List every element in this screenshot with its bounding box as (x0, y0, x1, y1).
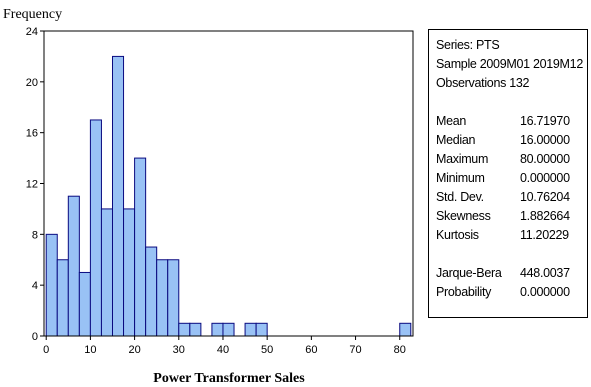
descriptive-statistics-box: Series: PTS Sample 2009M01 2019M12 Obser… (428, 29, 588, 318)
histogram-bar (189, 322, 202, 337)
y-tick-label: 12 (26, 179, 38, 191)
histogram-bar (145, 246, 158, 337)
stat-value: 11.20229 (520, 228, 569, 242)
histogram-bar (100, 208, 113, 337)
stat-label: Median (436, 133, 476, 147)
x-tick-label: 30 (173, 344, 185, 356)
stat-value: 16.71970 (520, 114, 570, 128)
stat-label: Jarque-Bera (436, 266, 502, 280)
histogram-bar (67, 195, 80, 337)
stat-label: Maximum (436, 152, 489, 166)
histogram-bar (211, 322, 224, 337)
histogram-chart: Frequency 0 4 8 12 16 20 24 0 10 20 30 40 50 60 70 80 P… (3, 7, 414, 386)
histogram-bar (134, 157, 147, 337)
stat-value: 0.000000 (520, 171, 570, 185)
x-tick-label: 0 (43, 344, 49, 356)
x-tick-label: 10 (84, 344, 96, 356)
y-tick-label: 4 (32, 280, 38, 292)
y-tick-label: 8 (32, 229, 38, 241)
histogram-bar (111, 55, 125, 337)
stat-value: 80.00000 (520, 152, 570, 166)
stat-value: 1.882664 (520, 209, 570, 223)
stat-row: Minimum 0.000000 (436, 169, 587, 188)
series-name: Series: PTS (436, 38, 500, 52)
stat-value: 448.0037 (520, 266, 570, 280)
stat-row: Probability 0.000000 (436, 283, 587, 302)
stat-label: Minimum (436, 171, 485, 185)
x-tick-label: 80 (394, 344, 406, 356)
stat-value: 10.76204 (520, 190, 570, 204)
stat-value: 0.000000 (520, 285, 570, 299)
x-tick-label: 20 (128, 344, 140, 356)
stat-row: Mean 16.71970 (436, 112, 587, 131)
y-tick-label: 24 (26, 26, 38, 38)
stat-row: Kurtosis 11.20229 (436, 226, 587, 245)
histogram-bar (255, 322, 268, 337)
stat-label: Kurtosis (436, 228, 479, 242)
histogram-bar (78, 271, 91, 337)
observations-count: Observations 132 (436, 76, 530, 90)
x-tick-label: 70 (349, 344, 361, 356)
histogram-bar (167, 259, 180, 337)
y-tick-label: 0 (32, 331, 38, 343)
sample-range: Sample 2009M01 2019M12 (436, 57, 583, 71)
histogram-bar (156, 259, 169, 337)
stat-row: Std. Dev. 10.76204 (436, 188, 587, 207)
y-tick-label: 20 (26, 77, 38, 89)
histogram-bar (56, 259, 69, 337)
histogram-bar (45, 233, 58, 337)
histogram-bar (399, 322, 412, 337)
stat-label: Std. Dev. (436, 190, 484, 204)
stat-label: Mean (436, 114, 467, 128)
axes: 0 4 8 12 16 20 24 0 10 20 30 40 50 60 70 80 (26, 26, 414, 356)
stat-row: Skewness 1.882664 (436, 207, 587, 226)
stat-row: Maximum 80.00000 (436, 150, 587, 169)
histogram-bars (45, 55, 412, 337)
histogram-bar (244, 322, 257, 337)
x-tick-label: 60 (305, 344, 317, 356)
x-axis-title: Power Transformer Sales (153, 371, 305, 386)
y-tick-label: 16 (26, 128, 38, 140)
x-tick-label: 50 (261, 344, 273, 356)
y-axis-title: Frequency (3, 7, 62, 22)
stat-label: Skewness (436, 209, 491, 223)
stat-row: Median 16.00000 (436, 131, 587, 150)
histogram-bar (123, 208, 136, 337)
stat-row: Jarque-Bera 448.0037 (436, 264, 587, 283)
stat-label: Probability (436, 285, 492, 299)
histogram-bar (222, 322, 235, 337)
histogram-bar (89, 119, 102, 337)
histogram-bar (178, 322, 191, 337)
x-tick-label: 40 (217, 344, 229, 356)
stat-value: 16.00000 (520, 133, 570, 147)
